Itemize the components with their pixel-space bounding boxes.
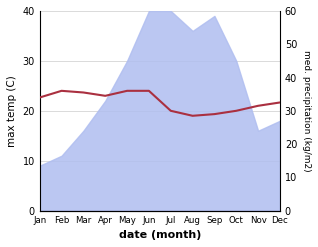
X-axis label: date (month): date (month) bbox=[119, 230, 201, 240]
Y-axis label: med. precipitation (kg/m2): med. precipitation (kg/m2) bbox=[302, 50, 311, 172]
Y-axis label: max temp (C): max temp (C) bbox=[7, 75, 17, 147]
